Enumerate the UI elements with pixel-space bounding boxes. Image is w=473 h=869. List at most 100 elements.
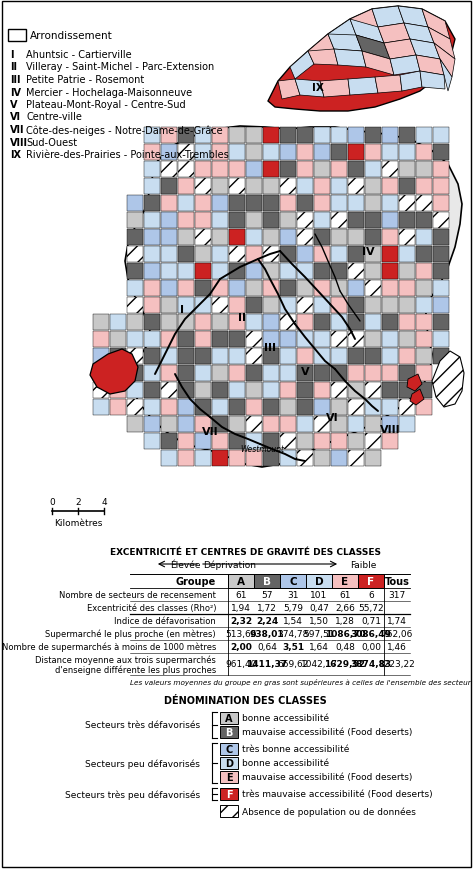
Bar <box>212 348 228 365</box>
Text: 1086,70: 1086,70 <box>324 629 365 638</box>
Text: 55,72: 55,72 <box>358 603 384 613</box>
Bar <box>314 229 330 246</box>
Polygon shape <box>268 7 455 112</box>
Bar <box>144 382 160 399</box>
Bar <box>93 332 109 348</box>
Bar <box>365 450 381 467</box>
Bar <box>178 162 194 178</box>
Bar <box>127 348 143 365</box>
Bar <box>382 145 398 161</box>
Text: Secteurs très peu défavorisés: Secteurs très peu défavorisés <box>65 789 200 799</box>
Bar <box>280 196 296 212</box>
Bar <box>229 196 245 212</box>
Bar <box>195 416 211 433</box>
Bar <box>382 162 398 178</box>
Text: 0,00: 0,00 <box>361 642 381 651</box>
Polygon shape <box>434 44 455 78</box>
Text: 0,47: 0,47 <box>309 603 329 613</box>
Bar <box>212 247 228 262</box>
Bar <box>348 416 364 433</box>
Bar <box>178 213 194 229</box>
Bar <box>416 332 432 348</box>
Bar <box>161 366 177 381</box>
Bar <box>144 400 160 415</box>
Bar <box>365 400 381 415</box>
Bar <box>212 382 228 399</box>
Bar <box>212 229 228 246</box>
Bar <box>416 213 432 229</box>
Bar <box>348 247 364 262</box>
Bar <box>297 315 313 330</box>
Bar <box>161 298 177 314</box>
Polygon shape <box>372 7 404 28</box>
Bar <box>399 179 415 195</box>
Text: 2,00: 2,00 <box>230 642 252 651</box>
Text: 513,66: 513,66 <box>225 629 257 638</box>
Bar <box>161 416 177 433</box>
Bar <box>306 574 332 588</box>
Text: Nombre de supermarchés à moins de 1000 mètres: Nombre de supermarchés à moins de 1000 m… <box>1 642 216 652</box>
Bar <box>263 434 279 449</box>
Bar <box>220 757 238 769</box>
Polygon shape <box>420 72 445 90</box>
Bar <box>297 145 313 161</box>
Polygon shape <box>400 72 422 92</box>
Polygon shape <box>350 10 378 36</box>
Bar <box>348 332 364 348</box>
Bar <box>280 332 296 348</box>
Bar <box>382 366 398 381</box>
Polygon shape <box>362 52 394 76</box>
Bar <box>280 450 296 467</box>
Bar <box>416 128 432 144</box>
Text: IV: IV <box>362 247 374 256</box>
Polygon shape <box>356 36 390 60</box>
Bar <box>161 434 177 449</box>
Text: Distance moyenne aux trois supermarchés: Distance moyenne aux trois supermarchés <box>35 654 216 664</box>
Bar <box>348 434 364 449</box>
Bar <box>229 229 245 246</box>
Bar <box>127 281 143 296</box>
Bar <box>110 400 126 415</box>
Bar <box>195 450 211 467</box>
Bar <box>246 400 262 415</box>
Bar <box>399 382 415 399</box>
Text: IX: IX <box>10 149 21 160</box>
Text: 0,48: 0,48 <box>335 642 355 651</box>
Bar <box>263 366 279 381</box>
Bar <box>178 348 194 365</box>
Bar <box>229 145 245 161</box>
Bar <box>178 179 194 195</box>
Bar <box>220 713 238 724</box>
Bar <box>365 315 381 330</box>
Bar <box>314 332 330 348</box>
Bar <box>93 315 109 330</box>
Text: 1042,17: 1042,17 <box>300 660 338 669</box>
Bar <box>144 315 160 330</box>
Bar <box>212 416 228 433</box>
Bar <box>297 416 313 433</box>
Bar <box>263 179 279 195</box>
Bar <box>399 348 415 365</box>
Bar <box>263 298 279 314</box>
Bar <box>399 213 415 229</box>
Bar <box>365 229 381 246</box>
Bar <box>178 128 194 144</box>
Bar <box>195 229 211 246</box>
Text: Secteurs très défavorisés: Secteurs très défavorisés <box>85 720 200 730</box>
Bar <box>433 298 449 314</box>
Bar <box>280 400 296 415</box>
Text: F: F <box>226 789 232 799</box>
Bar <box>195 213 211 229</box>
Bar <box>331 366 347 381</box>
Bar <box>161 382 177 399</box>
Bar <box>263 332 279 348</box>
Bar <box>229 179 245 195</box>
Text: Sud-Ouest: Sud-Ouest <box>26 137 77 148</box>
Bar <box>382 348 398 365</box>
Bar <box>127 298 143 314</box>
Bar <box>178 450 194 467</box>
Bar <box>144 281 160 296</box>
Bar <box>314 162 330 178</box>
Bar <box>382 315 398 330</box>
Text: Villeray - Saint-Michel - Parc-Extension: Villeray - Saint-Michel - Parc-Extension <box>26 63 214 72</box>
